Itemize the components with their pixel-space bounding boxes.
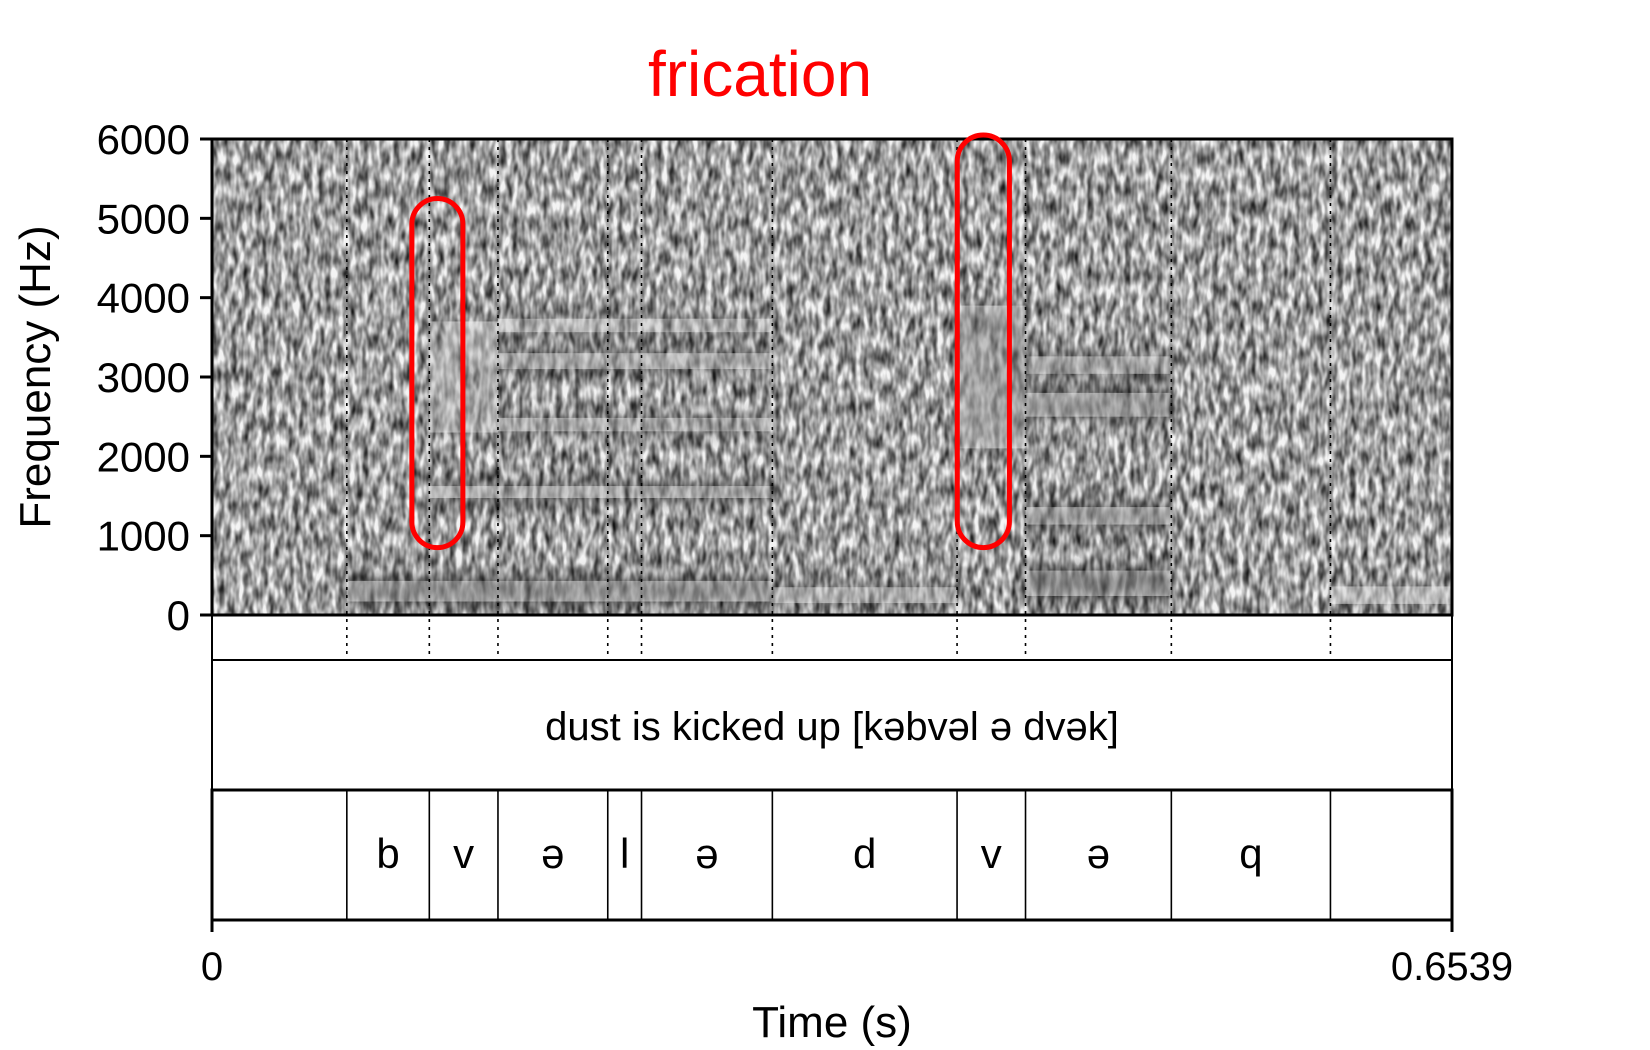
y-tick-label-4: 4000: [97, 275, 190, 322]
striation-5: [772, 587, 958, 604]
striation-1: [429, 486, 773, 498]
spectrogram-noise: [212, 139, 1452, 615]
striation-9: [1025, 356, 1172, 374]
y-axis-label: Frequency (Hz): [11, 225, 60, 528]
frication-oval-0: [409, 196, 466, 551]
y-tick-label-2: 2000: [97, 433, 190, 480]
striation-3: [497, 353, 773, 370]
segment-label-9: q: [1239, 830, 1262, 877]
x-tick-label-start: 0: [201, 945, 223, 989]
spectrogram-plot: [212, 139, 1452, 615]
segment-label-4: l: [620, 830, 629, 877]
striation-overlay: [346, 305, 1452, 604]
segment-label-8: ə: [1087, 830, 1110, 877]
segment-label-2: v: [453, 830, 474, 877]
segment-boundaries: [346, 139, 1332, 920]
striation-8: [1025, 392, 1172, 417]
segment-label-7: v: [981, 830, 1002, 877]
segment-label-5: ə: [695, 830, 718, 877]
utterance-text: dust is kicked up [kəbvəl ə dvək]: [545, 705, 1119, 749]
striation-4: [497, 318, 773, 333]
y-tick-label-1: 1000: [97, 513, 190, 560]
x-axis-label: Time (s): [752, 998, 912, 1047]
frication-oval-1: [954, 132, 1012, 551]
segment-label-3: ə: [541, 830, 564, 877]
striation-10: [957, 305, 1026, 449]
y-axis: 0 1000 2000 3000 4000 5000 6000: [97, 116, 212, 639]
frication-label: frication: [648, 38, 872, 110]
x-tick-label-end: 0.6539: [1391, 945, 1513, 989]
striation-7: [1025, 507, 1172, 525]
striation-2: [497, 417, 773, 432]
y-tick-label-6: 6000: [97, 116, 190, 163]
tier-spacer-frame: [211, 614, 1453, 661]
striation-12: [1330, 586, 1452, 604]
segment-label-6: d: [853, 830, 876, 877]
striation-6: [1025, 570, 1172, 596]
segment-label-1: b: [376, 830, 399, 877]
y-tick-label-5: 5000: [97, 195, 190, 242]
y-tick-label-0: 0: [167, 592, 190, 639]
segment-tier: [210, 788, 1454, 922]
striation-0: [346, 580, 773, 602]
frication-regions: [409, 132, 1012, 551]
y-tick-label-3: 3000: [97, 354, 190, 401]
